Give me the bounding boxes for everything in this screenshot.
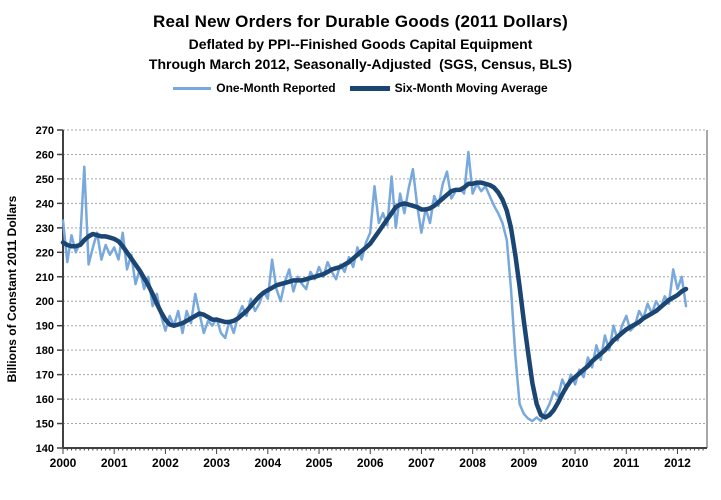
gridlines <box>63 129 707 425</box>
svg-text:260: 260 <box>36 149 54 161</box>
y-axis-tick-labels: 140 150 160 170 180 190 200 210 220 230 240 250 260 2… <box>36 125 63 455</box>
svg-text:2008: 2008 <box>459 456 486 470</box>
svg-text:210: 210 <box>36 272 54 284</box>
svg-text:160: 160 <box>36 394 54 406</box>
one-month-line-swatch <box>173 86 212 90</box>
chart-title: Real New Orders for Durable Goods (2011 … <box>153 12 568 31</box>
svg-text:2004: 2004 <box>254 456 281 470</box>
svg-text:170: 170 <box>36 370 54 382</box>
svg-text:230: 230 <box>36 223 54 235</box>
svg-text:2007: 2007 <box>408 456 435 470</box>
legend-item-one-month: One-Month Reported <box>173 81 336 95</box>
legend-label-six-month: Six-Month Moving Average <box>394 81 548 95</box>
chart-subtitle-period: Through March 2012, Seasonally-Adjusted … <box>148 56 573 72</box>
svg-text:240: 240 <box>36 198 54 210</box>
svg-text:270: 270 <box>36 125 54 137</box>
svg-text:180: 180 <box>36 345 54 357</box>
legend-label-one-month: One-Month Reported <box>216 81 336 95</box>
svg-text:2001: 2001 <box>101 456 128 470</box>
svg-text:250: 250 <box>36 174 54 186</box>
svg-text:2009: 2009 <box>510 456 537 470</box>
svg-text:200: 200 <box>36 296 54 308</box>
svg-text:2006: 2006 <box>357 456 384 470</box>
svg-text:140: 140 <box>36 443 54 455</box>
svg-text:220: 220 <box>36 247 54 259</box>
svg-text:2010: 2010 <box>562 456 589 470</box>
legend: One-Month Reported Six-Month Moving Aver… <box>0 81 721 95</box>
svg-text:190: 190 <box>36 321 54 333</box>
x-axis-tick-labels: 2000 2001 2002 2003 2004 2005 2006 2007 2008 2009… <box>50 448 704 470</box>
legend-item-six-month: Six-Month Moving Average <box>349 81 548 95</box>
chart-subtitle-deflator: Deflated by PPI--Finished Goods Capital … <box>188 36 533 52</box>
chart-header: Real New Orders for Durable Goods (2011 … <box>0 0 721 95</box>
svg-text:150: 150 <box>36 419 54 431</box>
svg-text:2012: 2012 <box>664 456 691 470</box>
six-month-line-swatch <box>349 85 390 91</box>
svg-text:2011: 2011 <box>613 456 639 470</box>
svg-text:2005: 2005 <box>306 456 333 470</box>
one-month-reported-line <box>61 150 688 423</box>
svg-text:2000: 2000 <box>50 456 77 470</box>
six-month-moving-average-line <box>60 180 689 420</box>
svg-text:2002: 2002 <box>152 456 179 470</box>
durable-goods-line-chart: 140 150 160 170 180 190 200 210 220 230 240 250 260 2… <box>5 125 708 470</box>
svg-text:2003: 2003 <box>203 456 230 470</box>
y-axis-title: Billions of Constant 2011 Dollars <box>5 195 19 382</box>
